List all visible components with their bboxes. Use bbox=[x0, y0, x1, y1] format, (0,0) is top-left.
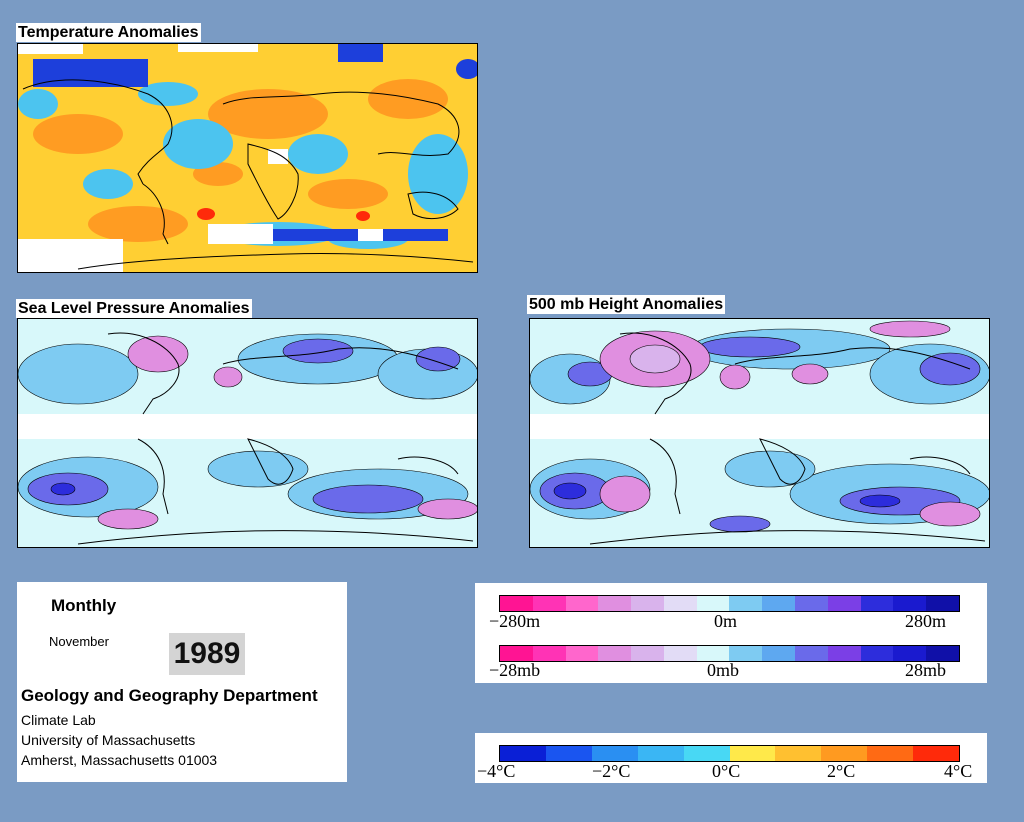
info-line-university: University of Massachusetts bbox=[21, 732, 196, 748]
height-colorbar-swatch bbox=[532, 596, 566, 611]
height-colorbar-swatch bbox=[500, 596, 533, 611]
pressure-colorbar-swatch bbox=[696, 646, 730, 661]
height-colorbar-swatch bbox=[565, 596, 599, 611]
temperature-colorbar bbox=[499, 745, 960, 762]
temp-tick-2: 2°C bbox=[827, 761, 856, 781]
pressure-min-label: −28mb bbox=[489, 660, 541, 680]
pressure-colorbar bbox=[499, 645, 960, 662]
height-colorbar bbox=[499, 595, 960, 612]
temp-tick-minus2: −2°C bbox=[592, 761, 631, 781]
pressure-colorbar-swatch bbox=[631, 646, 664, 661]
temperature-colorbar-swatch bbox=[637, 746, 684, 761]
temperature-colorbar-swatch bbox=[729, 746, 776, 761]
height-colorbar-swatch bbox=[598, 596, 632, 611]
pressure-mid-label: 0mb bbox=[707, 660, 740, 680]
temp-tick-minus4: −4°C bbox=[477, 761, 516, 781]
pressure-colorbar-swatch bbox=[860, 646, 894, 661]
year-label: 1989 bbox=[169, 633, 245, 675]
height-colorbar-swatch bbox=[926, 596, 959, 611]
temperature-colorbar-swatch bbox=[500, 746, 546, 761]
temperature-colorbar-swatch bbox=[591, 746, 638, 761]
height-colorbar-swatch bbox=[696, 596, 730, 611]
slp-title: Sea Level Pressure Anomalies bbox=[16, 299, 252, 318]
temperature-colorbar-swatch bbox=[913, 746, 960, 761]
500mb-height-map bbox=[529, 318, 990, 548]
temp-tick-4: 4°C bbox=[944, 761, 973, 781]
height-colorbar-swatch bbox=[729, 596, 763, 611]
height-mid-label: 0m bbox=[714, 611, 738, 631]
height-colorbar-swatch bbox=[762, 596, 796, 611]
temperature-colorbar-swatch bbox=[867, 746, 914, 761]
height-colorbar-swatch bbox=[860, 596, 894, 611]
month-label: November bbox=[49, 634, 109, 649]
temperature-title: Temperature Anomalies bbox=[16, 23, 201, 42]
height-min-label: −280m bbox=[489, 611, 541, 631]
period-label: Monthly bbox=[51, 596, 117, 615]
pressure-colorbar-swatch bbox=[500, 646, 533, 661]
info-line-address: Amherst, Massachusetts 01003 bbox=[21, 752, 218, 768]
height-pressure-legend: −280m 0m 280m −28mb 0mb 28mb bbox=[475, 583, 987, 683]
pressure-colorbar-swatch bbox=[926, 646, 959, 661]
pressure-colorbar-swatch bbox=[762, 646, 796, 661]
temperature-legend: −4°C −2°C 0°C 2°C 4°C bbox=[475, 733, 987, 783]
temperature-colorbar-swatch bbox=[775, 746, 822, 761]
temperature-colorbar-swatch bbox=[545, 746, 592, 761]
height-colorbar-swatch bbox=[795, 596, 828, 611]
temperature-anomaly-map bbox=[17, 43, 478, 273]
height500-title: 500 mb Height Anomalies bbox=[527, 295, 726, 314]
pressure-colorbar-swatch bbox=[532, 646, 566, 661]
pressure-colorbar-swatch bbox=[795, 646, 828, 661]
temperature-colorbar-swatch bbox=[683, 746, 730, 761]
pressure-colorbar-swatch bbox=[729, 646, 763, 661]
pressure-colorbar-swatch bbox=[663, 646, 697, 661]
temperature-colorbar-swatch bbox=[821, 746, 868, 761]
pressure-max-label: 28mb bbox=[905, 660, 947, 680]
info-panel: Monthly November 1989 Geology and Geogra… bbox=[17, 582, 347, 782]
height-colorbar-swatch bbox=[827, 596, 861, 611]
height-max-label: 280m bbox=[905, 611, 947, 631]
height-colorbar-swatch bbox=[663, 596, 697, 611]
pressure-colorbar-swatch bbox=[565, 646, 599, 661]
height-colorbar-swatch bbox=[893, 596, 927, 611]
sea-level-pressure-map bbox=[17, 318, 478, 548]
temp-tick-0: 0°C bbox=[712, 761, 741, 781]
pressure-colorbar-swatch bbox=[893, 646, 927, 661]
info-line-lab: Climate Lab bbox=[21, 712, 96, 728]
department-label: Geology and Geography Department bbox=[21, 686, 318, 705]
height-colorbar-swatch bbox=[631, 596, 664, 611]
pressure-colorbar-swatch bbox=[827, 646, 861, 661]
pressure-colorbar-swatch bbox=[598, 646, 632, 661]
